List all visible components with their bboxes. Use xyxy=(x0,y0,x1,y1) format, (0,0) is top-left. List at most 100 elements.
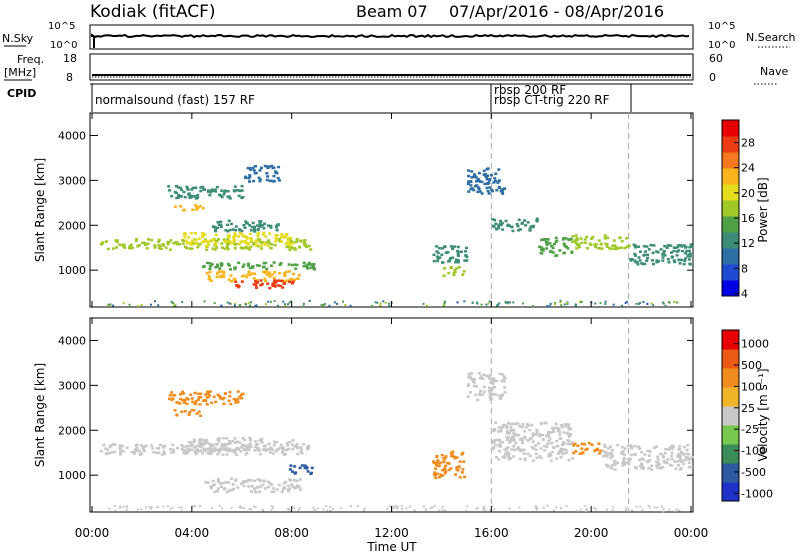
power-echo-cell xyxy=(288,270,291,273)
ground-scatter-cell xyxy=(336,302,339,305)
velocity-echo-cell xyxy=(479,377,482,380)
velocity-echo-cell xyxy=(183,398,187,402)
velocity-echo-cell xyxy=(613,468,617,471)
power-echo-cell xyxy=(196,245,200,249)
velocity-echo-cell xyxy=(295,445,299,448)
power-echo-cell xyxy=(201,207,205,210)
ground-scatter-cell xyxy=(170,300,173,303)
ground-scatter-cell xyxy=(663,302,665,305)
velocity-echo-cell xyxy=(598,452,602,455)
ground-scatter-cell xyxy=(249,304,252,307)
ground-scatter-cell xyxy=(661,505,663,508)
velocity-echo-cell xyxy=(290,443,294,446)
velocity-echo-cell xyxy=(587,441,591,445)
colorbar-tick-label: 24 xyxy=(741,162,755,175)
power-echo-cell xyxy=(657,260,660,263)
velocity-echo-cell xyxy=(299,446,303,449)
power-echo-cell xyxy=(661,256,665,259)
y-tick-label: 4000 xyxy=(58,334,86,347)
velocity-echo-cell xyxy=(646,449,650,453)
power-echo-cell xyxy=(273,243,277,247)
velocity-echo-cell xyxy=(182,392,185,395)
ground-scatter-cell xyxy=(166,505,169,508)
power-echo-cell xyxy=(299,240,303,243)
power-echo-cell xyxy=(571,235,575,238)
velocity-echo-cell xyxy=(213,490,217,494)
power-echo-cell xyxy=(688,249,691,253)
power-echo-cell xyxy=(461,273,465,276)
velocity-echo-cell xyxy=(221,436,225,440)
ground-scatter-cell xyxy=(487,302,490,305)
power-echo-cell xyxy=(215,246,219,249)
velocity-echo-cell xyxy=(282,485,286,489)
station-title: Kodiak (fitACF) xyxy=(90,2,216,22)
velocity-echo-cell xyxy=(288,468,292,471)
velocity-echo-cell xyxy=(547,430,551,434)
velocity-echo-cell xyxy=(223,444,227,448)
power-echo-cell xyxy=(248,180,251,183)
ground-scatter-cell xyxy=(653,506,656,509)
velocity-echo-cell xyxy=(180,448,184,451)
ground-scatter-cell xyxy=(612,505,615,508)
ground-scatter-cell xyxy=(284,304,287,307)
power-echo-cell xyxy=(179,205,183,208)
velocity-echo-cell xyxy=(547,439,551,443)
velocity-echo-cell xyxy=(538,455,542,458)
power-echo-cell xyxy=(265,267,269,271)
power-echo-cell xyxy=(255,286,258,289)
colorbar-tick-label: 8 xyxy=(741,262,748,275)
power-echo-cell xyxy=(233,266,237,269)
velocity-echo-cell xyxy=(659,452,663,456)
power-echo-cell xyxy=(258,238,262,241)
velocity-echo-cell xyxy=(561,443,564,446)
power-echo-cell xyxy=(234,243,238,246)
velocity-echo-cell xyxy=(561,425,564,429)
power-echo-cell xyxy=(191,239,195,242)
power-echo-cell xyxy=(663,244,667,248)
velocity-echo-cell xyxy=(185,444,189,448)
power-echo-cell xyxy=(186,241,190,245)
velocity-echo-cell xyxy=(507,421,510,425)
velocity-echo-cell xyxy=(670,444,674,447)
power-echo-cell xyxy=(244,239,248,243)
power-echo-cell xyxy=(216,265,220,268)
velocity-echo-cell xyxy=(234,479,238,482)
power-echo-cell xyxy=(305,245,309,249)
velocity-echo-cell xyxy=(225,453,229,456)
power-echo-cell xyxy=(268,286,272,290)
velocity-echo-cell xyxy=(679,451,683,454)
velocity-echo-cell xyxy=(118,444,122,447)
velocity-echo-cell xyxy=(183,410,187,413)
power-echo-cell xyxy=(486,189,490,193)
power-echo-cell xyxy=(209,279,213,282)
power-echo-cell xyxy=(666,244,670,247)
ground-scatter-cell xyxy=(534,505,537,507)
velocity-echo-cell xyxy=(203,449,207,452)
power-echo-cell xyxy=(269,179,273,183)
velocity-echo-cell xyxy=(535,428,539,432)
velocity-echo-cell xyxy=(682,445,686,449)
ground-scatter-cell xyxy=(463,300,466,303)
power-echo-cell xyxy=(197,243,201,246)
ground-scatter-cell xyxy=(604,302,607,305)
power-echo-cell xyxy=(250,225,254,229)
power-echo-cell xyxy=(277,239,281,242)
ground-scatter-cell xyxy=(396,507,399,510)
power-echo-cell xyxy=(597,247,601,250)
power-echo-cell xyxy=(175,242,179,245)
velocity-echo-cell xyxy=(543,444,547,448)
power-echo-cell xyxy=(231,228,235,231)
ground-scatter-cell xyxy=(624,509,627,511)
power-echo-cell xyxy=(640,262,644,265)
velocity-echo-cell xyxy=(678,456,682,459)
velocity-echo-cell xyxy=(121,450,125,453)
velocity-echo-cell xyxy=(663,461,667,464)
power-echo-cell xyxy=(269,226,273,229)
power-echo-cell xyxy=(214,243,218,247)
velocity-echo-cell xyxy=(223,487,227,490)
power-echo-cell xyxy=(157,238,161,242)
velocity-echo-band xyxy=(572,441,603,455)
velocity-echo-cell xyxy=(239,393,243,397)
ground-scatter-cell xyxy=(174,304,177,307)
power-echo-cell xyxy=(562,242,566,245)
